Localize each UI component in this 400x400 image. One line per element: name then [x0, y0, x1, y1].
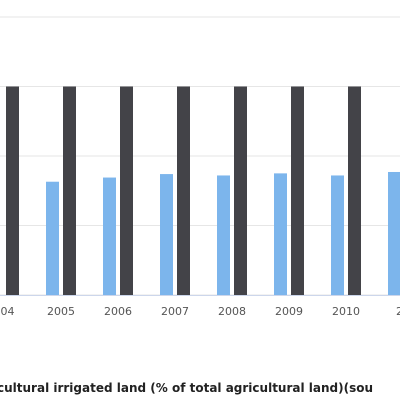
bar-2009-series-2[interactable] [291, 86, 304, 296]
x-tick-label: 2006 [104, 305, 132, 318]
bar-2007-series-2[interactable] [177, 86, 190, 296]
x-tick-label: 004 [0, 305, 15, 318]
legend-label[interactable]: cultural irrigated land (% of total agri… [0, 381, 373, 395]
x-tick-label: 2005 [47, 305, 75, 318]
bar-2008-series-2[interactable] [234, 86, 247, 296]
x-tick-label: 20 [396, 305, 400, 318]
bar-2008-series-1[interactable] [217, 175, 230, 295]
bars [6, 86, 400, 296]
bar-2009-series-1[interactable] [274, 173, 287, 295]
x-tick-labels: 004 2005 2006 2007 2008 2009 2010 20 [0, 305, 400, 318]
bar-2004-series-2[interactable] [6, 86, 19, 296]
bar-2011-series-1[interactable] [388, 171, 400, 295]
x-tick-label: 2007 [161, 305, 189, 318]
x-tick-label: 2009 [275, 305, 303, 318]
bar-2005-series-2[interactable] [63, 86, 76, 296]
bar-2005-series-1[interactable] [46, 181, 59, 295]
bar-2010-series-2[interactable] [348, 86, 361, 296]
bar-2006-series-1[interactable] [103, 177, 116, 295]
bar-2006-series-2[interactable] [120, 86, 133, 296]
x-tick-label: 2008 [218, 305, 246, 318]
bar-2010-series-1[interactable] [331, 175, 344, 295]
bar-2007-series-1[interactable] [160, 174, 173, 295]
x-tick-label: 2010 [332, 305, 360, 318]
